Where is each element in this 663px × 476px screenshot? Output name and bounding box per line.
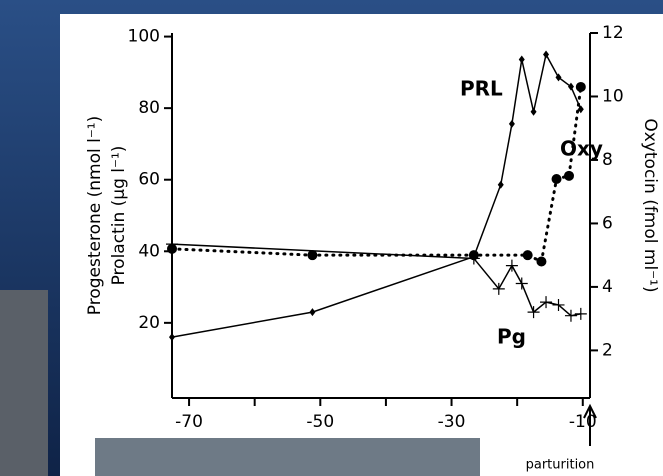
point <box>540 296 553 309</box>
point <box>574 307 587 320</box>
point <box>536 256 547 267</box>
photo <box>0 290 48 476</box>
point <box>577 105 584 114</box>
y2-tick-label: 2 <box>602 340 613 360</box>
point <box>527 306 540 319</box>
point <box>555 73 562 82</box>
point <box>530 107 537 116</box>
y-tick-label: 100 <box>128 27 160 47</box>
y-tick-label: 60 <box>138 170 160 190</box>
y2-tick-label: 6 <box>602 213 613 233</box>
annotation: parturition <box>526 458 595 473</box>
y2-tick-label: 12 <box>602 23 624 43</box>
point <box>505 259 518 272</box>
point <box>309 308 316 317</box>
x-tick-label: -10 <box>569 412 597 432</box>
point <box>551 174 562 184</box>
y2-tick-label: 8 <box>602 150 613 170</box>
point <box>564 309 577 322</box>
x-tick-label: -70 <box>175 412 203 432</box>
chart: 20 40 60 80 100 2 4 6 8 10 12 -70 -50 -30 -10 Progester… <box>85 23 660 473</box>
point <box>522 250 533 261</box>
point <box>564 170 575 181</box>
point <box>575 81 586 92</box>
y2-axis-label: Oxytocin (fmol ml⁻¹) <box>640 118 660 292</box>
series-line <box>171 243 581 317</box>
point <box>167 243 177 254</box>
point <box>497 180 504 189</box>
point <box>468 250 479 261</box>
series-label: Pg <box>497 325 526 349</box>
y2-tick-label: 10 <box>602 86 624 106</box>
point <box>508 119 515 128</box>
y2-tick-label: 4 <box>602 277 613 297</box>
series-label: Oxy <box>560 137 603 161</box>
x-tick-label: -30 <box>438 412 466 432</box>
x-tick-label: -50 <box>306 412 334 432</box>
point <box>169 333 175 342</box>
point <box>515 277 528 290</box>
series-line <box>170 85 583 264</box>
point <box>307 250 318 261</box>
y-tick-label: 40 <box>138 241 160 261</box>
point <box>567 82 574 91</box>
y-axis-label: Prolactin (µg l⁻¹) <box>109 146 129 286</box>
photo <box>95 438 480 476</box>
point <box>492 282 505 295</box>
point <box>518 55 525 64</box>
y-tick-label: 80 <box>138 98 160 118</box>
point <box>543 50 550 59</box>
point <box>552 298 565 311</box>
y-tick-label: 20 <box>138 313 160 333</box>
y-axis-label: Progesterone (nmol l⁻¹) <box>85 116 105 316</box>
arrow <box>583 403 597 446</box>
series-label: PRL <box>460 77 503 101</box>
